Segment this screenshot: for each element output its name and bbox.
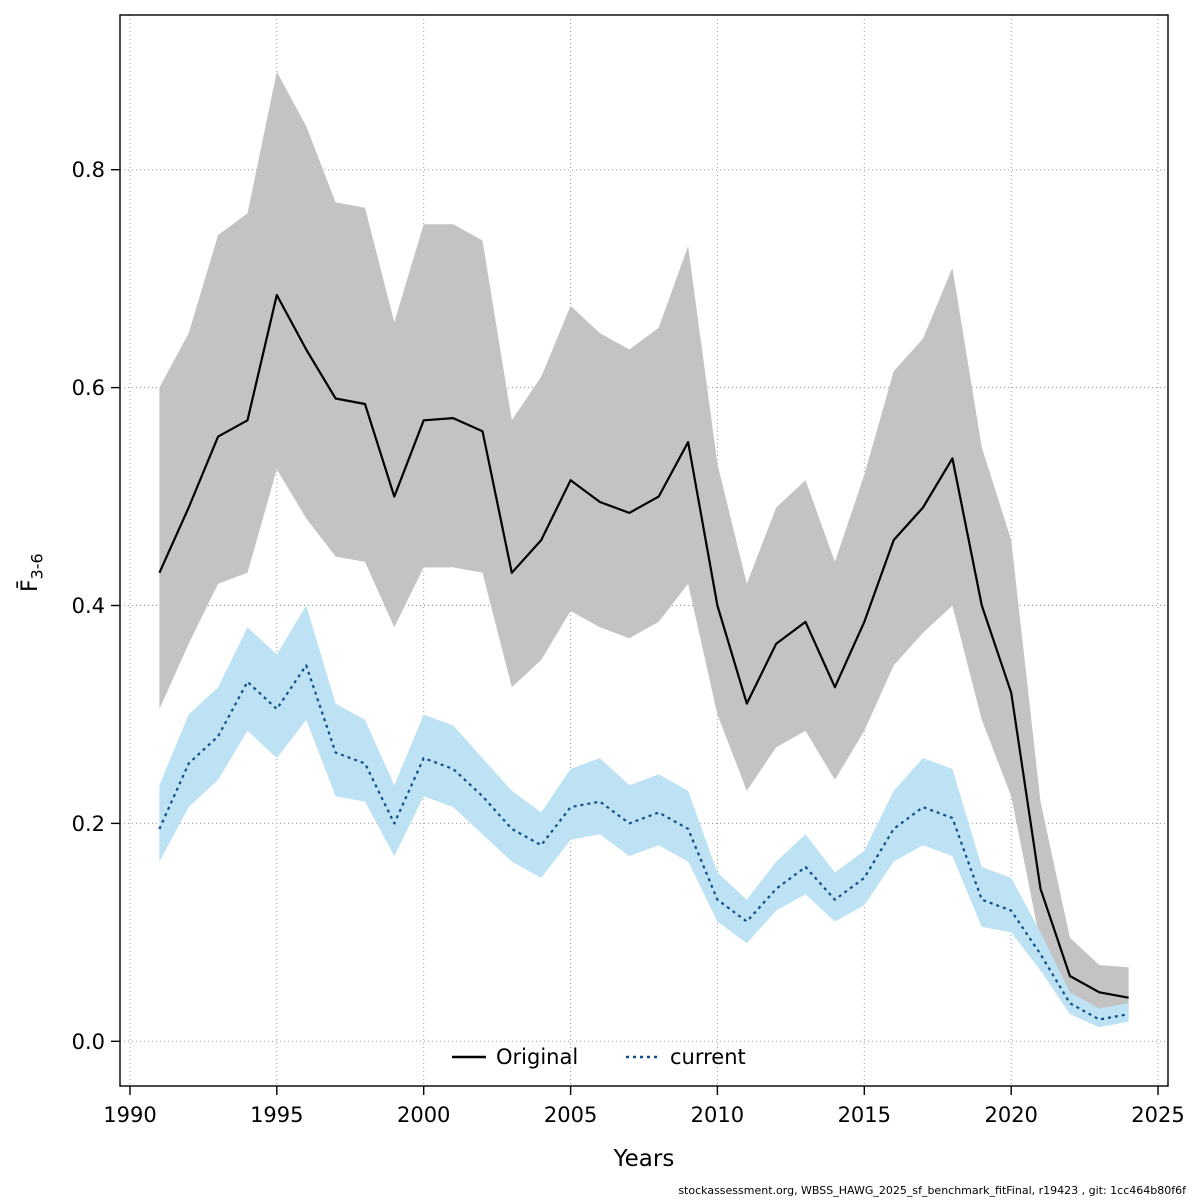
tick-label-x-1995: 1995 — [250, 1103, 303, 1127]
y-axis-label-main: F̄ — [18, 579, 43, 592]
legend-label-current: current — [670, 1045, 746, 1069]
current-confidence-band — [159, 605, 1129, 1028]
footer-attribution: stockassessment.org, WBSS_HAWG_2025_sf_b… — [678, 1184, 1186, 1197]
tick-label-x-2020: 2020 — [984, 1103, 1037, 1127]
original-line — [158, 293, 1129, 999]
tick-label-x-2015: 2015 — [838, 1103, 891, 1127]
y-axis-label-subscript: 3-6 — [27, 553, 47, 580]
tick-label-x-2010: 2010 — [691, 1103, 744, 1127]
y-axis-label: F̄3-6 — [18, 553, 46, 592]
tick-label-y-0.8: 0.8 — [72, 158, 105, 182]
tick-label-y-0.6: 0.6 — [72, 376, 105, 400]
tick-label-x-2000: 2000 — [397, 1103, 450, 1127]
tick-label-x-2005: 2005 — [544, 1103, 597, 1127]
tick-label-x-2025: 2025 — [1131, 1103, 1184, 1127]
tick-label-y-0.4: 0.4 — [72, 594, 105, 618]
current-line — [158, 664, 1129, 1021]
tick-label-y-0.2: 0.2 — [72, 812, 105, 836]
tick-label-y-0: 0.0 — [72, 1030, 105, 1054]
x-axis-label: Years — [613, 1146, 675, 1172]
plot-border — [119, 14, 1169, 1087]
tick-label-x-1990: 1990 — [103, 1103, 156, 1127]
legend-label-original: Original — [496, 1045, 578, 1069]
original-confidence-band — [159, 71, 1129, 1015]
